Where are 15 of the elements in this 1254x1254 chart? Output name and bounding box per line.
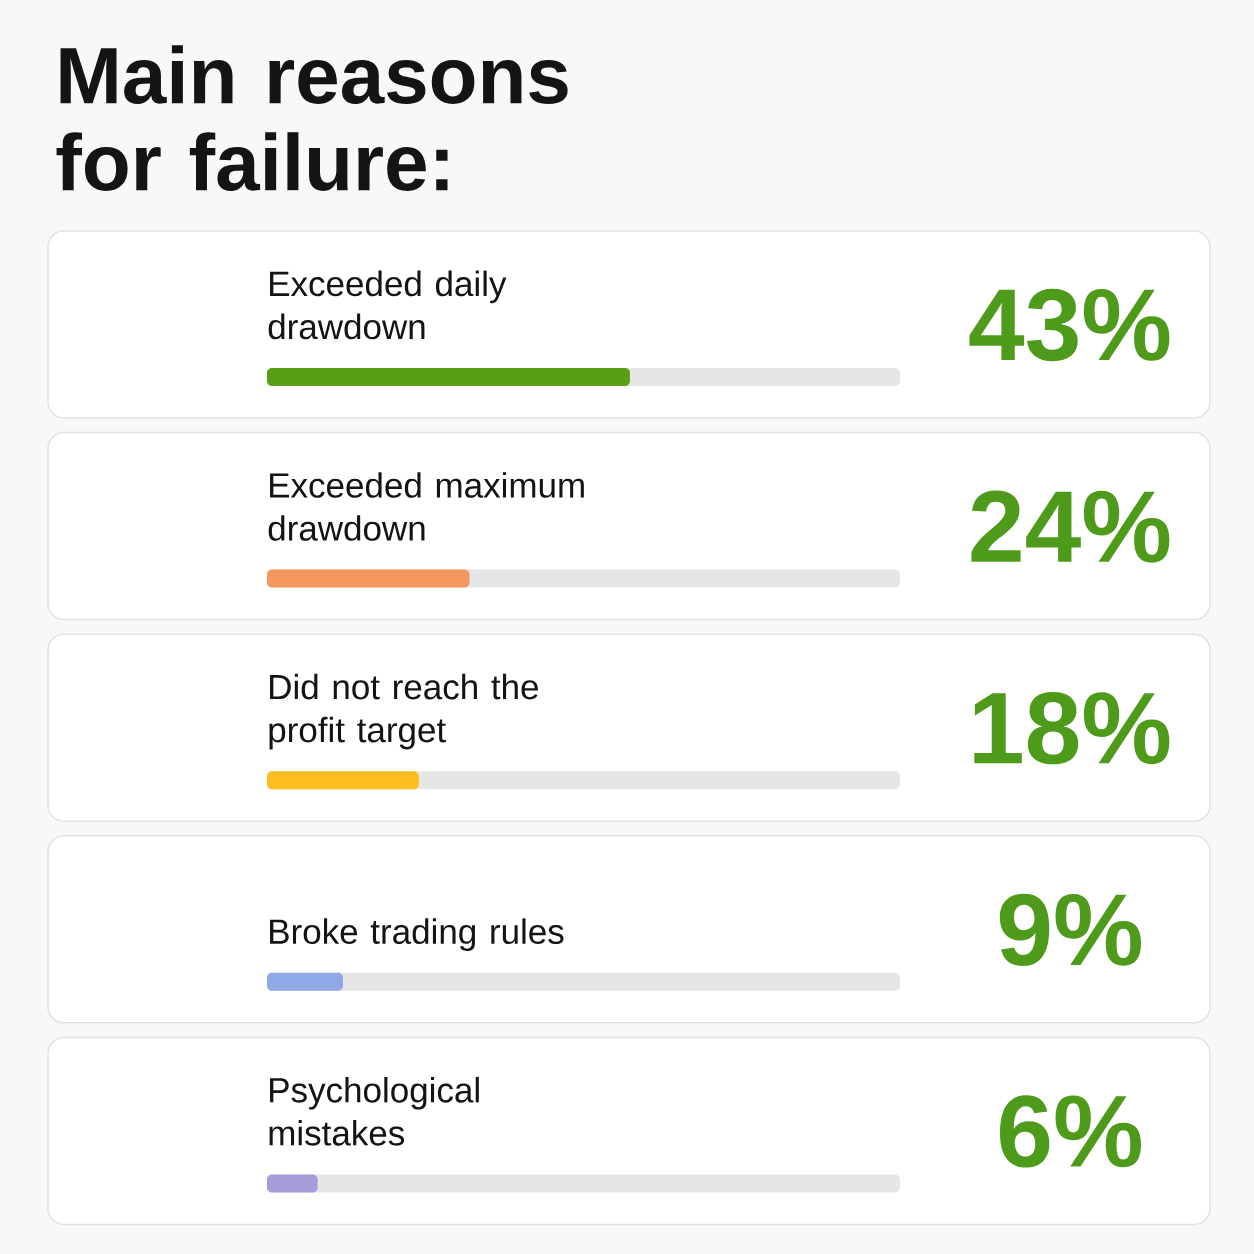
chart-title: Main reasons for failure: <box>56 45 568 191</box>
y-tick-label: Did not reach the profit target <box>269 673 538 750</box>
bar <box>267 1174 318 1193</box>
y-tick-label: Exceeded maximum drawdown <box>268 472 584 541</box>
data-label: 18% <box>974 692 1170 765</box>
y-tick-label: Broke trading rules <box>270 918 564 951</box>
data-label: 6% <box>1000 1095 1142 1168</box>
bar <box>267 771 419 790</box>
data-label: 43% <box>969 288 1170 362</box>
y-tick-label: Psychological mistakes <box>269 1076 479 1146</box>
bar <box>267 569 470 588</box>
data-label: 24% <box>971 490 1170 563</box>
data-label: 9% <box>999 893 1142 966</box>
y-tick-label: Exceeded daily drawdown <box>268 270 507 340</box>
bar <box>267 972 343 991</box>
